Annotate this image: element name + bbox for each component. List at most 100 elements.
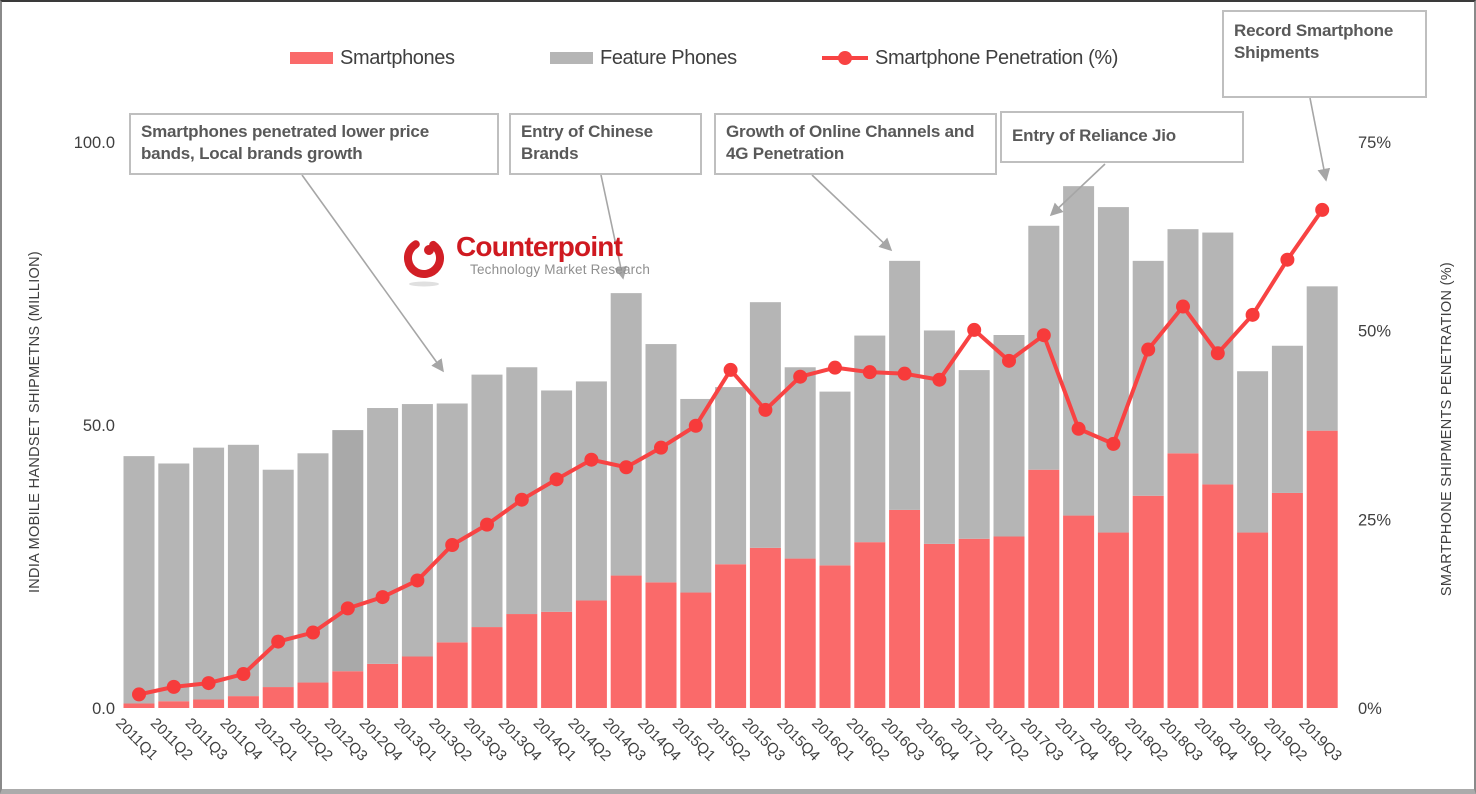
bar-feature-phones-2018Q3 [1167, 229, 1199, 454]
bar-smartphones-2016Q3 [889, 509, 921, 708]
penetration-marker-2017Q2 [1002, 353, 1016, 368]
penetration-marker-2018Q2 [1141, 342, 1156, 357]
bar-smartphones-2011Q2 [158, 701, 190, 708]
penetration-marker-2015Q2 [723, 362, 738, 377]
bar-smartphones-2014Q4 [645, 582, 677, 708]
bar-smartphones-2011Q1 [123, 703, 155, 708]
penetration-marker-2019Q1 [1245, 307, 1260, 322]
bar-feature-phones-2017Q2 [993, 335, 1025, 537]
bar-feature-phones-2019Q1 [1237, 371, 1269, 533]
bar-smartphones-2019Q3 [1306, 430, 1338, 708]
penetration-marker-2018Q4 [1210, 346, 1225, 361]
left-tick-50.0: 50.0 [83, 417, 115, 435]
bar-feature-phones-2013Q4 [506, 367, 538, 615]
penetration-marker-2012Q2 [306, 625, 320, 640]
penetration-marker-2013Q1 [410, 573, 425, 588]
bar-smartphones-2013Q4 [506, 614, 538, 708]
penetration-marker-2014Q2 [584, 452, 599, 467]
right-tick-50%: 50% [1358, 323, 1391, 341]
annotation-reliance-jio: Entry of Reliance Jio [1000, 111, 1244, 163]
bar-smartphones-2012Q4 [367, 663, 399, 708]
bar-feature-phones-2017Q3 [1028, 225, 1060, 470]
penetration-marker-2012Q3 [340, 601, 355, 616]
bar-feature-phones-2014Q2 [575, 381, 607, 601]
line-marker-icon [822, 51, 868, 65]
penetration-marker-2015Q1 [688, 418, 703, 433]
penetration-marker-2017Q3 [1036, 328, 1051, 343]
penetration-marker-2016Q1 [828, 360, 842, 375]
bar-smartphones-2013Q1 [401, 656, 433, 708]
bar-feature-phones-2016Q3 [889, 260, 921, 510]
bar-feature-phones-2014Q4 [645, 344, 677, 583]
left-axis-title: INDIA MOBILE HANDSET SHIPMETNS (MILLION) [27, 250, 43, 594]
bar-smartphones-2017Q1 [958, 538, 990, 708]
bar-smartphones-2016Q1 [819, 565, 851, 708]
legend-item-penetration: Smartphone Penetration (%) [822, 44, 1118, 72]
bar-smartphones-2011Q4 [227, 696, 259, 708]
penetration-marker-2011Q2 [166, 679, 181, 694]
bar-feature-phones-2013Q2 [436, 403, 468, 643]
bar-feature-phones-2015Q3 [749, 302, 781, 548]
penetration-marker-2018Q3 [1176, 299, 1190, 314]
left-tick-100.0: 100.0 [74, 134, 115, 152]
bar-smartphones-2016Q4 [923, 543, 955, 708]
bar-smartphones-2011Q3 [193, 699, 225, 708]
bar-smartphones-2018Q4 [1202, 484, 1234, 708]
bar-feature-phones-2011Q1 [123, 456, 155, 704]
bar-feature-phones-2016Q1 [819, 391, 851, 566]
legend-item-feature-phones: Feature Phones [550, 44, 737, 72]
bar-smartphones-2014Q1 [541, 611, 573, 708]
bar-feature-phones-2014Q3 [610, 293, 642, 576]
counterpoint-logo: Counterpoint Technology Market Research [400, 232, 650, 288]
bar-smartphones-2015Q1 [680, 592, 712, 708]
penetration-marker-2014Q3 [619, 460, 634, 475]
annotation-online-channels-4g: Growth of Online Channels and 4G Penetra… [714, 113, 997, 175]
bar-smartphones-2015Q3 [749, 547, 781, 708]
bar-smartphones-2015Q2 [715, 564, 747, 708]
bar-feature-phones-2012Q1 [262, 469, 294, 688]
legend-item-smartphones: Smartphones [290, 44, 455, 72]
annotation-lower-price-bands: Smartphones penetrated lower price bands… [129, 113, 499, 175]
bar-smartphones-2018Q1 [1097, 532, 1129, 708]
penetration-marker-2014Q1 [549, 472, 564, 487]
bar-feature-phones-2017Q1 [958, 370, 990, 539]
bar-feature-phones-2013Q1 [401, 404, 433, 657]
penetration-marker-2013Q3 [480, 517, 494, 532]
bar-feature-phones-2011Q4 [227, 444, 259, 697]
feature-phones-swatch-icon [550, 52, 593, 64]
penetration-marker-2011Q4 [236, 667, 251, 682]
penetration-marker-2016Q2 [862, 365, 877, 380]
smartphones-swatch-icon [290, 52, 333, 64]
bar-feature-phones-2019Q2 [1271, 345, 1303, 493]
penetration-marker-2011Q3 [201, 676, 216, 691]
annotation-arrow-1 [600, 174, 627, 280]
bar-smartphones-2012Q3 [332, 671, 364, 708]
penetration-marker-2012Q1 [271, 634, 286, 649]
penetration-marker-2013Q4 [514, 492, 529, 507]
penetration-marker-2011Q1 [132, 687, 146, 702]
penetration-marker-2017Q1 [967, 322, 982, 337]
bar-smartphones-2018Q3 [1167, 453, 1199, 708]
legend-label: Feature Phones [600, 46, 737, 69]
right-tick-75%: 75% [1358, 134, 1391, 152]
penetration-marker-2014Q4 [654, 440, 668, 455]
penetration-marker-2013Q2 [445, 537, 460, 552]
bar-smartphones-2017Q2 [993, 536, 1025, 708]
annotation-arrow-3 [1049, 163, 1106, 217]
legend-label: Smartphone Penetration (%) [875, 46, 1119, 69]
bars-layer [123, 186, 1338, 708]
right-tick-0%: 0% [1358, 700, 1382, 718]
bar-feature-phones-2017Q4 [1063, 186, 1095, 516]
bar-smartphones-2013Q3 [471, 627, 503, 708]
bar-feature-phones-2018Q1 [1097, 207, 1129, 533]
bar-smartphones-2014Q2 [575, 600, 607, 708]
bar-feature-phones-2019Q3 [1306, 286, 1338, 431]
bar-feature-phones-2012Q4 [367, 408, 399, 664]
bar-feature-phones-2013Q3 [471, 374, 503, 628]
bar-smartphones-2012Q2 [297, 682, 329, 708]
annotation-chinese-brands: Entry of Chinese Brands [509, 113, 702, 175]
bar-feature-phones-2011Q2 [158, 463, 190, 702]
penetration-marker-2015Q4 [793, 369, 808, 384]
penetration-marker-2019Q2 [1280, 252, 1295, 267]
